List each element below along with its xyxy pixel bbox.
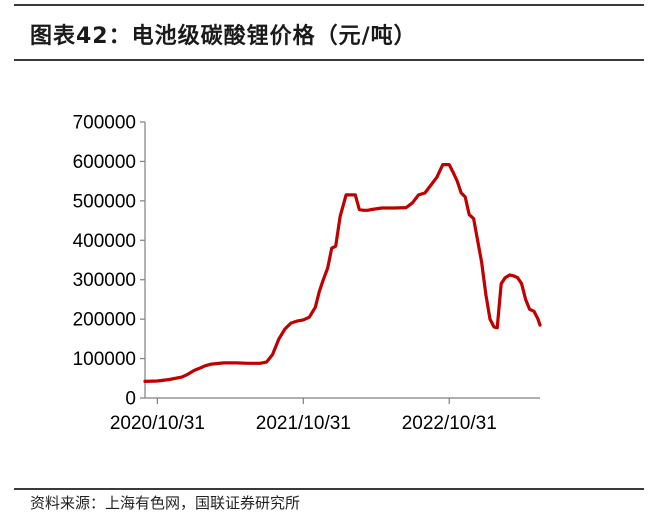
title-rule: [14, 59, 644, 61]
y-tick-label: 200000: [73, 310, 136, 331]
y-tick-label: 500000: [73, 191, 136, 212]
top-rule: [14, 4, 644, 6]
x-tick-label: 2021/10/31: [256, 413, 351, 434]
x-tick-label: 2020/10/31: [110, 413, 205, 434]
y-tick-label: 600000: [73, 152, 136, 173]
y-tick-label: 300000: [73, 270, 136, 291]
y-tick-label: 0: [125, 389, 136, 410]
bottom-rule: [14, 488, 644, 490]
x-tick-label: 2022/10/31: [402, 413, 497, 434]
price-line-chart: 0 100000 200000 300000 400000 500000 600000 700…: [73, 113, 542, 434]
figure-title: 图表42：电池级碳酸锂价格（元/吨）: [30, 24, 417, 49]
source-note: 资料来源：上海有色网，国联证券研究所: [30, 494, 301, 512]
y-tick-label: 400000: [73, 231, 136, 252]
price-series-line: [143, 162, 542, 383]
chart-area: 0 100000 200000 300000 400000 500000 600000 700…: [0, 100, 660, 450]
y-tick-label: 700000: [73, 113, 136, 134]
y-tick-label: 100000: [73, 349, 136, 370]
